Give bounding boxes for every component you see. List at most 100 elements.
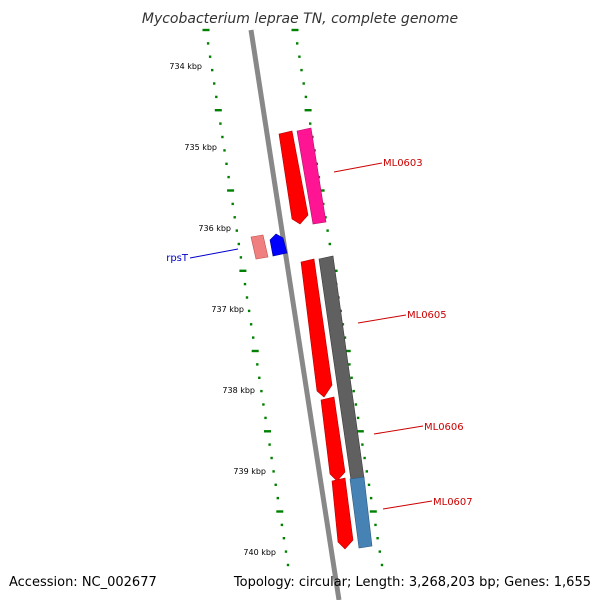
- tick-label-738: 738 kbp: [222, 386, 255, 395]
- tick-label-736: 736 kbp: [198, 224, 231, 233]
- leader-ml0603: [333, 162, 383, 173]
- inner-track-minor-tick: [282, 537, 286, 540]
- gene-label-ml0605[interactable]: ML0605: [407, 310, 447, 321]
- map-title: Mycobacterium leprae TN, complete genome: [142, 11, 458, 27]
- inner-track-minor-tick: [252, 336, 255, 339]
- outer-track-minor-tick: [348, 363, 351, 366]
- outer-track-minor-tick: [365, 470, 368, 473]
- inner-track-major-tick: [264, 430, 271, 433]
- inner-track-major-tick: [239, 269, 247, 272]
- inner-track-minor-tick: [213, 82, 216, 85]
- gene-arrow-ml0607[interactable]: [331, 477, 354, 550]
- outer-track-minor-tick: [369, 496, 373, 500]
- inner-track-minor-tick: [276, 496, 279, 500]
- inner-track-minor-tick: [211, 68, 214, 72]
- outer-track-minor-tick: [363, 456, 366, 460]
- outer-track-minor-tick: [378, 550, 381, 553]
- tick-label-739: 739 kbp: [233, 467, 266, 476]
- inner-track-minor-tick: [272, 470, 275, 473]
- gene-block-rpst-mrna[interactable]: [250, 234, 269, 260]
- inner-track-minor-tick: [231, 202, 234, 206]
- leader-ml0606: [373, 425, 424, 435]
- outer-track-minor-tick: [380, 563, 384, 567]
- gene-arrow-ml0603-forward[interactable]: [278, 130, 309, 225]
- outer-track-minor-tick: [304, 95, 308, 99]
- inner-track-major-tick: [214, 109, 222, 112]
- genome-backbone: [248, 29, 342, 600]
- gene-features: [250, 127, 373, 550]
- inner-track-minor-tick: [208, 55, 212, 58]
- outer-track-minor-tick: [356, 416, 360, 420]
- inner-track-minor-tick: [286, 563, 290, 567]
- inner-track-minor-tick: [274, 483, 277, 486]
- inner-track-minor-tick: [264, 416, 267, 420]
- gene-label-rpst[interactable]: rpsT: [166, 253, 189, 264]
- inner-track-major-tick: [227, 189, 235, 192]
- outer-track-minor-tick: [374, 523, 377, 527]
- outer-track-minor-tick: [341, 323, 345, 326]
- tick-label-735: 735 kbp: [184, 143, 217, 152]
- inner-track-minor-tick: [227, 175, 230, 179]
- inner-track-minor-tick: [262, 403, 265, 406]
- inner-track-major-tick: [202, 28, 210, 32]
- tick-label-734: 734 kbp: [169, 62, 202, 71]
- outer-track-minor-tick: [328, 242, 331, 246]
- gene-label-ml0603[interactable]: ML0603: [383, 158, 423, 169]
- outer-track-minor-tick: [367, 483, 371, 486]
- outer-track-minor-tick: [300, 68, 303, 72]
- inner-track-minor-tick: [223, 149, 226, 152]
- tick-label-737: 737 kbp: [211, 305, 244, 314]
- inner-track-minor-tick: [219, 122, 222, 125]
- leader-ml0607: [382, 500, 433, 510]
- outer-track-minor-tick: [298, 55, 301, 58]
- outer-track-minor-tick: [376, 537, 379, 540]
- inner-track-minor-tick: [249, 323, 253, 326]
- gene-block-ml0607[interactable]: [349, 476, 373, 549]
- outer-track-minor-tick: [343, 336, 347, 339]
- outer-track-minor-tick: [350, 376, 353, 379]
- outer-track-minor-tick: [296, 42, 299, 45]
- inner-track-minor-tick: [235, 229, 238, 232]
- inner-track-minor-tick: [239, 256, 243, 259]
- inner-track-minor-tick: [215, 95, 218, 99]
- inner-track-minor-tick: [245, 296, 249, 299]
- inner-track-major-tick: [276, 510, 284, 513]
- outer-track-minor-tick: [326, 229, 329, 232]
- outer-track-major-tick: [304, 109, 312, 112]
- outer-track-major-tick: [369, 510, 377, 513]
- inner-track-minor-tick: [221, 135, 224, 139]
- gene-arrow-ml0605[interactable]: [300, 258, 333, 398]
- topology-text: Topology: circular; Length: 3,268,203 bp…: [233, 575, 591, 590]
- inner-track-major-tick: [251, 349, 259, 353]
- gene-arrow-ml0606[interactable]: [320, 396, 346, 482]
- outer-track-minor-tick: [354, 403, 358, 406]
- kbp-labels: 734 kbp 735 kbp 736 kbp 737 kbp 738 kbp …: [169, 62, 276, 557]
- leader-rpst: [189, 248, 239, 259]
- inner-track-minor-tick: [237, 242, 240, 246]
- accession-text: Accession: NC_002677: [9, 575, 157, 590]
- inner-track-minor-tick: [256, 363, 259, 366]
- gene-block-ml0603[interactable]: [296, 127, 327, 225]
- outer-track-major-tick: [291, 28, 299, 32]
- gene-arrow-rpst[interactable]: [269, 233, 288, 257]
- inner-track-minor-tick: [233, 216, 236, 219]
- gene-label-ml0606[interactable]: ML0606: [424, 422, 464, 433]
- outer-track-minor-tick: [302, 82, 305, 85]
- inner-track-minor-tick: [268, 443, 271, 446]
- outer-track-major-tick: [356, 430, 364, 433]
- inner-track-minor-tick: [270, 456, 273, 460]
- outer-track-major-tick: [343, 349, 351, 353]
- inner-track-minor-tick: [247, 309, 251, 313]
- inner-track-minor-tick: [225, 162, 228, 165]
- tick-label-740: 740 kbp: [243, 548, 276, 557]
- leader-ml0605: [357, 314, 407, 324]
- inner-track-minor-tick: [284, 550, 288, 553]
- inner-track-minor-tick: [280, 523, 284, 527]
- inner-tick-track: [202, 28, 290, 567]
- inner-track-minor-tick: [243, 282, 247, 286]
- gene-label-ml0607[interactable]: ML0607: [433, 497, 473, 508]
- outer-track-minor-tick: [352, 389, 355, 393]
- outer-track-minor-tick: [361, 443, 364, 446]
- inner-track-minor-tick: [260, 389, 263, 393]
